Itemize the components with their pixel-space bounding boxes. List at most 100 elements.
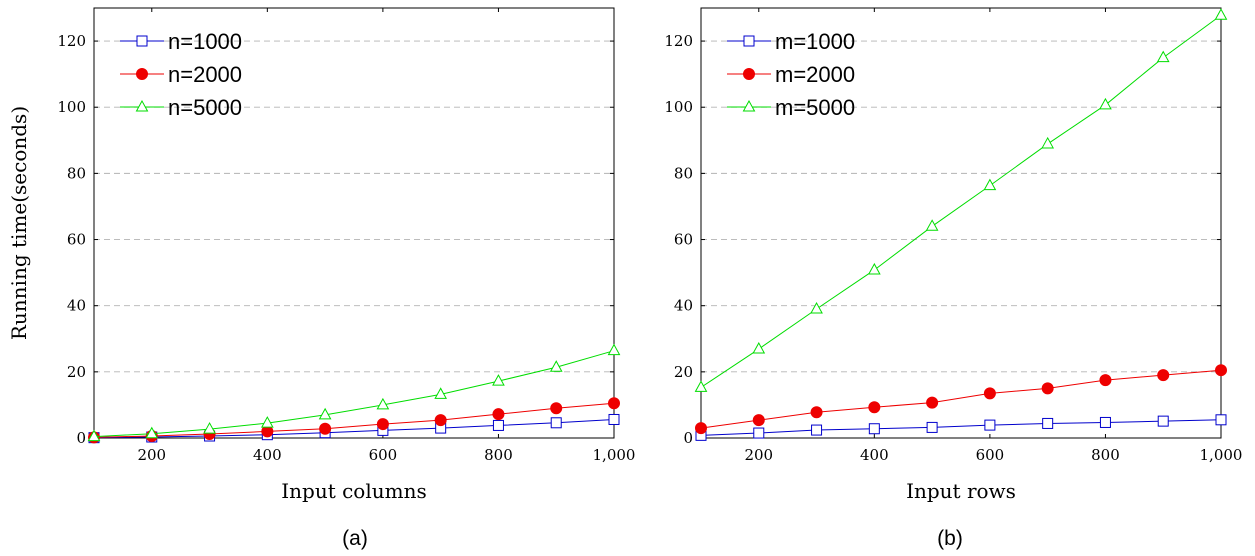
data-point <box>694 380 708 392</box>
data-point <box>868 401 881 414</box>
data-point <box>1157 415 1169 427</box>
legend-label: n=5000 <box>168 95 242 120</box>
data-point <box>318 407 332 420</box>
series-line <box>93 418 615 439</box>
series-line <box>700 14 1222 388</box>
data-point <box>1042 417 1054 429</box>
data-point <box>810 406 823 419</box>
legend-label: n=2000 <box>168 62 242 87</box>
series-n=5000 <box>87 343 621 442</box>
legend-swatch-marker <box>743 68 755 80</box>
data-point <box>983 387 996 400</box>
data-point <box>492 374 505 386</box>
legend-label: m=2000 <box>775 62 855 87</box>
series-n=2000 <box>88 397 620 444</box>
data-point <box>492 408 505 421</box>
data-point <box>434 414 447 427</box>
y-tick-label: 120 <box>57 32 86 50</box>
panel-caption: (b) <box>937 527 963 550</box>
data-point <box>1157 369 1170 382</box>
chart-panel-b: 0 20 40 60 80 100 120 200 400 600 800 1,000 Input ro… <box>664 7 1243 550</box>
legend-item: n=1000 <box>120 29 242 54</box>
gridlines <box>701 40 1221 373</box>
data-point <box>867 262 881 275</box>
series-m=1000 <box>695 414 1227 441</box>
data-point <box>376 418 389 431</box>
y-tick-label: 100 <box>57 98 86 116</box>
series-line <box>93 402 615 438</box>
data-point <box>983 178 997 191</box>
gridlines <box>94 40 614 373</box>
legend-label: m=1000 <box>775 29 855 54</box>
legend-label: n=1000 <box>168 29 242 54</box>
chart-panel-a: 0 20 40 60 80 100 120 200 400 600 800 1,000 Input co… <box>7 7 635 550</box>
y-tick-label: 100 <box>664 98 693 116</box>
data-point <box>260 416 274 428</box>
series-line <box>700 369 1222 429</box>
x-axis-label: Input rows <box>906 479 1016 503</box>
y-tick-label: 80 <box>67 164 86 182</box>
data-point <box>145 426 159 439</box>
data-point <box>810 301 823 314</box>
x-tick-label: 800 <box>1091 446 1120 464</box>
data-point <box>925 219 939 231</box>
x-axis: 200 400 600 800 1,000 <box>137 8 635 464</box>
series-line <box>93 350 615 438</box>
legend-swatch-marker <box>743 35 755 47</box>
data-point <box>608 413 620 425</box>
legend: m=1000 m=2000 m=5000 <box>727 29 855 120</box>
data-point <box>1215 414 1227 426</box>
data-point <box>1099 374 1112 387</box>
legend-item: m=5000 <box>727 95 855 120</box>
x-tick-label: 800 <box>484 446 513 464</box>
data-point <box>1041 382 1054 395</box>
legend-label: m=5000 <box>775 95 855 120</box>
data-point <box>203 422 216 434</box>
data-point <box>753 427 765 439</box>
x-tick-label: 200 <box>137 446 166 464</box>
x-tick-label: 400 <box>860 446 889 464</box>
legend: n=1000 n=2000 n=5000 <box>120 29 242 120</box>
data-point <box>1099 416 1111 428</box>
data-point <box>87 429 101 442</box>
data-point <box>550 417 562 429</box>
y-tick-label: 20 <box>674 363 693 381</box>
y-axis-label: Running time(seconds) <box>7 106 31 340</box>
legend-swatch-marker <box>135 99 149 112</box>
legend-item: m=2000 <box>727 62 855 87</box>
data-point <box>1156 50 1170 63</box>
x-tick-label: 200 <box>744 446 773 464</box>
legend-item: n=2000 <box>120 62 242 87</box>
plot-frame <box>93 7 615 439</box>
data-point <box>492 419 504 431</box>
y-tick-label: 60 <box>674 231 693 249</box>
legend-swatch-marker <box>136 68 148 80</box>
series-m=5000 <box>694 8 1228 392</box>
data-point <box>376 397 390 410</box>
data-point <box>1214 8 1228 20</box>
x-axis-label: Input columns <box>281 479 427 503</box>
y-axis: 0 20 40 60 80 100 120 <box>664 32 1221 447</box>
data-point <box>1215 364 1227 377</box>
x-tick-label: 400 <box>253 446 282 464</box>
data-point <box>1099 97 1112 110</box>
y-tick-label: 40 <box>674 297 693 315</box>
y-tick-label: 40 <box>67 297 86 315</box>
data-point <box>868 423 880 435</box>
x-tick-label: 1,000 <box>593 446 636 464</box>
series-line <box>700 419 1222 436</box>
data-point <box>926 396 939 409</box>
plot-frame <box>700 7 1222 439</box>
data-point <box>752 341 766 354</box>
y-tick-label: 120 <box>664 32 693 50</box>
x-tick-label: 1,000 <box>1200 446 1243 464</box>
data-point <box>434 387 448 399</box>
data-point <box>608 397 620 410</box>
legend-swatch-marker <box>742 99 756 112</box>
data-point <box>1041 136 1055 149</box>
panel-caption: (a) <box>342 527 368 550</box>
data-point <box>695 422 707 435</box>
y-tick-label: 80 <box>674 164 693 182</box>
y-tick-label: 60 <box>67 231 86 249</box>
